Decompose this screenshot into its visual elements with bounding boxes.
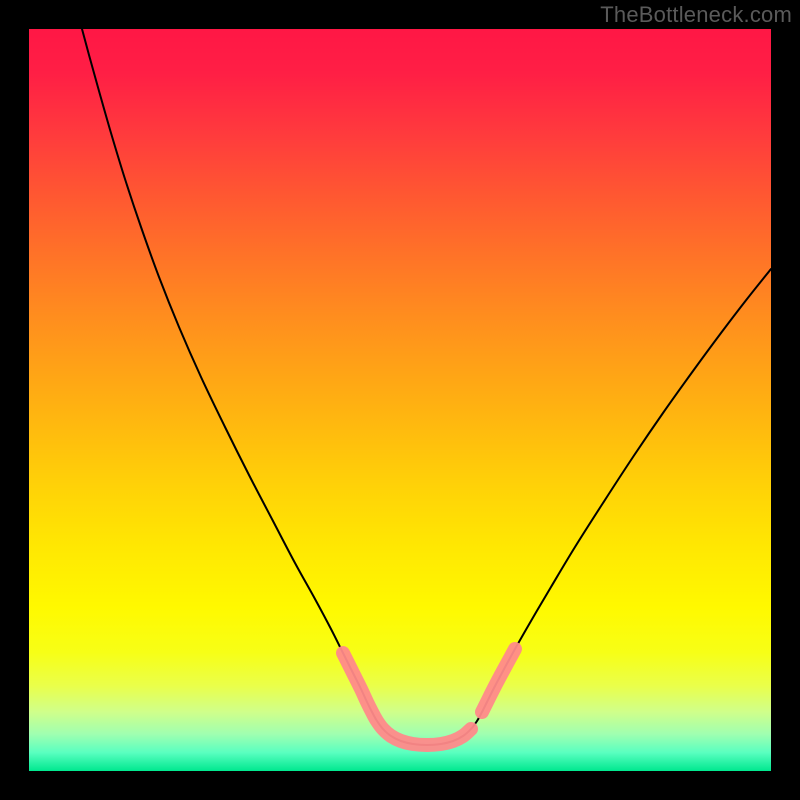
bottleneck-curve	[82, 29, 771, 745]
accent-segment-left	[343, 653, 471, 745]
accent-segment-right	[482, 649, 515, 712]
chart-frame: TheBottleneck.com	[0, 0, 800, 800]
curve-layer	[29, 29, 771, 771]
plot-area	[29, 29, 771, 771]
watermark-text: TheBottleneck.com	[600, 2, 792, 28]
